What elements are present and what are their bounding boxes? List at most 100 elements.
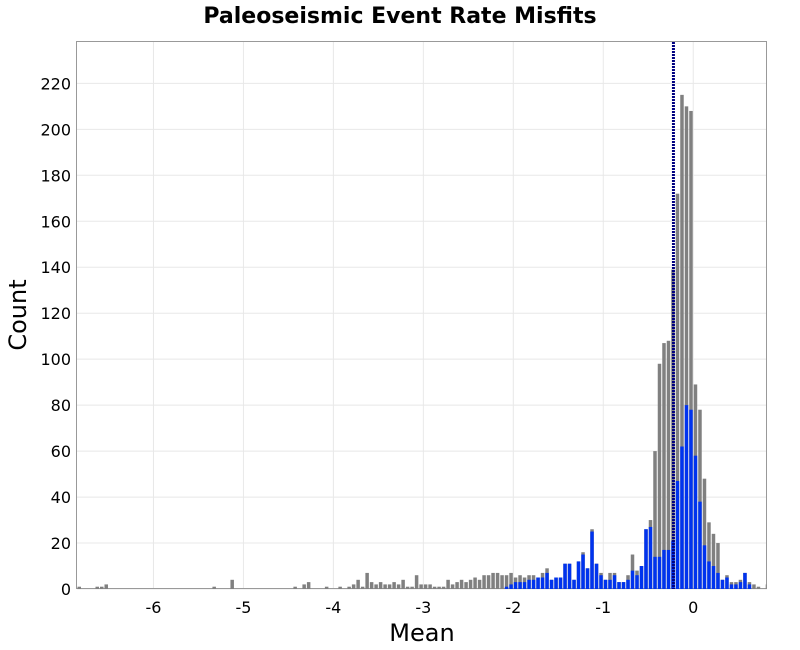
y-tick-label: 200: [40, 120, 71, 139]
y-axis-title: Count: [4, 279, 32, 350]
histogram-bar: [378, 582, 383, 589]
histogram-bar: [653, 556, 657, 589]
histogram-bar: [594, 563, 599, 589]
histogram-bar: [581, 554, 585, 589]
histogram-bar: [504, 586, 509, 589]
histogram-bar: [711, 566, 716, 589]
histogram-bar: [603, 579, 608, 589]
histogram-bar: [486, 575, 491, 589]
histogram-bar: [662, 549, 666, 589]
y-tick-label: 0: [61, 580, 71, 599]
histogram-bar: [509, 572, 513, 589]
histogram-bar: [450, 584, 455, 589]
histogram-bar: [707, 561, 711, 589]
histogram-bar: [104, 584, 108, 589]
histogram-bar: [446, 579, 450, 589]
histogram-bar: [756, 586, 761, 589]
histogram-bar: [747, 584, 752, 589]
histogram-bar: [504, 575, 509, 589]
histogram-bar: [689, 409, 693, 589]
histogram-bar: [675, 193, 680, 589]
y-tick-label: 160: [40, 212, 71, 231]
histogram-bar: [698, 409, 702, 589]
histogram-bar: [212, 586, 216, 589]
histogram-bar: [743, 572, 747, 589]
x-tick-label: -2: [505, 598, 521, 617]
histogram-bar: [459, 579, 464, 589]
y-tick-label: 220: [40, 74, 71, 93]
x-tick-label: 0: [688, 598, 698, 617]
histogram-bar: [95, 586, 99, 589]
histogram-bar: [324, 586, 329, 589]
histogram-bar: [369, 582, 374, 589]
y-tick-label: 120: [40, 304, 71, 323]
histogram-bar: [99, 586, 104, 589]
series-gray-bars: [77, 94, 767, 590]
histogram-bar: [644, 529, 648, 589]
histogram-bar: [585, 568, 590, 589]
x-tick-label: -5: [235, 598, 251, 617]
histogram-bar: [338, 586, 342, 589]
histogram-bar: [626, 579, 630, 589]
histogram-bar: [306, 582, 311, 589]
x-axis-title: Mean: [389, 619, 454, 647]
histogram-bar: [410, 586, 414, 589]
y-tick-label: 100: [40, 350, 71, 369]
histogram-bar: [441, 586, 446, 589]
histogram-bar: [567, 563, 572, 589]
chart-title: Paleoseismic Event Rate Misfits: [203, 4, 596, 29]
histogram-bar: [734, 584, 738, 589]
histogram-bar: [473, 577, 477, 589]
histogram-bar: [405, 586, 410, 589]
histogram-bar: [536, 577, 540, 589]
grid-lines: [77, 42, 767, 590]
histogram-bar: [374, 584, 378, 589]
histogram-bar: [657, 363, 662, 589]
histogram-bar: [491, 572, 495, 589]
series-blue-bars: [504, 405, 752, 589]
histogram-bar: [432, 586, 437, 589]
histogram-bar: [612, 575, 617, 589]
histogram-bar: [702, 478, 707, 589]
histogram-bar: [590, 531, 594, 589]
histogram-bar: [630, 570, 635, 589]
histogram-bar: [77, 586, 81, 589]
histogram-bar: [360, 586, 365, 589]
x-tick-labels: -6 -5 -4 -3 -2 -1 0: [145, 598, 698, 617]
y-tick-label: 140: [40, 258, 71, 277]
histogram-bar: [684, 106, 689, 590]
histogram-bar: [725, 577, 729, 589]
histogram-bar: [572, 579, 576, 589]
histogram-bar: [675, 480, 680, 589]
histogram-bar: [423, 584, 428, 589]
histogram-bar: [545, 572, 549, 589]
histogram-bar: [468, 579, 473, 589]
histogram-bar: [716, 543, 720, 589]
histogram-bar: [752, 584, 756, 589]
histogram-bar: [401, 579, 405, 589]
histogram-bar: [666, 340, 671, 589]
histogram-bar: [729, 584, 734, 589]
histogram-bar: [383, 584, 387, 589]
histogram-bar: [680, 446, 684, 589]
histogram-bar: [617, 582, 621, 589]
x-tick-label: -4: [325, 598, 341, 617]
y-tick-label: 180: [40, 166, 71, 185]
histogram-bar: [716, 572, 720, 589]
histogram-bar: [554, 577, 558, 589]
histogram-bar: [522, 582, 527, 589]
histogram-bar: [608, 579, 612, 589]
histogram-bar: [666, 549, 671, 589]
histogram-bar: [387, 584, 392, 589]
histogram-bar: [531, 579, 536, 589]
histogram-bar: [293, 586, 297, 589]
histogram-bar: [365, 572, 369, 589]
y-tick-label: 40: [51, 488, 71, 507]
histogram-bar: [558, 577, 563, 589]
histogram-bar: [482, 575, 486, 589]
histogram-bar: [657, 556, 662, 589]
histogram-bar: [419, 584, 423, 589]
histogram-bar: [711, 533, 716, 589]
histogram-bar: [653, 451, 657, 589]
